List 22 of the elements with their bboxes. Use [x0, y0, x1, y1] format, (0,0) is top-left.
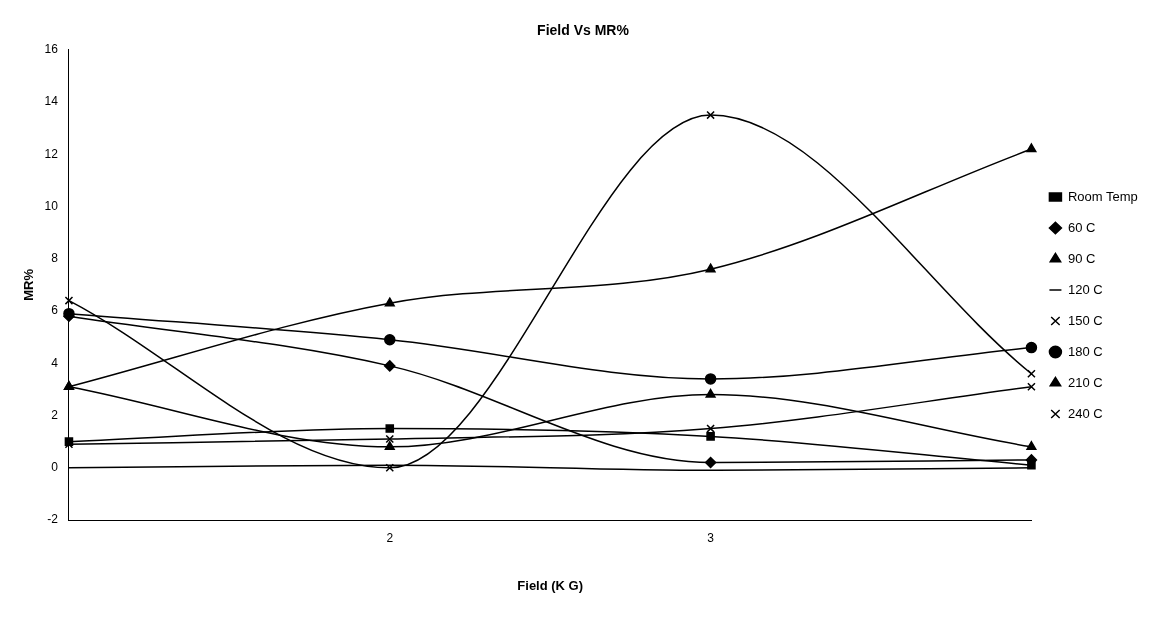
y-tick-label: 4: [51, 355, 59, 370]
x-axis-title: Field (K G): [517, 577, 584, 593]
y-tick-label: 14: [44, 94, 59, 109]
y-tick-label: -2: [47, 512, 59, 527]
legend-label: 60 C: [1067, 219, 1096, 235]
legend-label: 90 C: [1067, 250, 1096, 266]
y-axis-title: MR%: [21, 268, 37, 301]
y-tick-label: 0: [51, 460, 59, 475]
legend-label: 120 C: [1067, 281, 1103, 297]
y-tick-label: 12: [44, 146, 59, 161]
legend-label: 240 C: [1067, 405, 1103, 421]
y-tick-label: 2: [51, 407, 59, 422]
legend-label: Room Temp: [1067, 188, 1138, 204]
y-tick-label: 8: [51, 251, 59, 266]
legend-label: 180 C: [1067, 343, 1103, 359]
legend-label: 150 C: [1067, 312, 1103, 328]
y-tick-label: 6: [51, 303, 59, 318]
x-tick-label: 3: [707, 530, 715, 545]
chart-title: Field Vs MR%: [537, 22, 630, 39]
y-tick-label: 10: [44, 198, 59, 213]
y-tick-label: 16: [44, 42, 59, 57]
legend-label: 210 C: [1067, 374, 1103, 390]
